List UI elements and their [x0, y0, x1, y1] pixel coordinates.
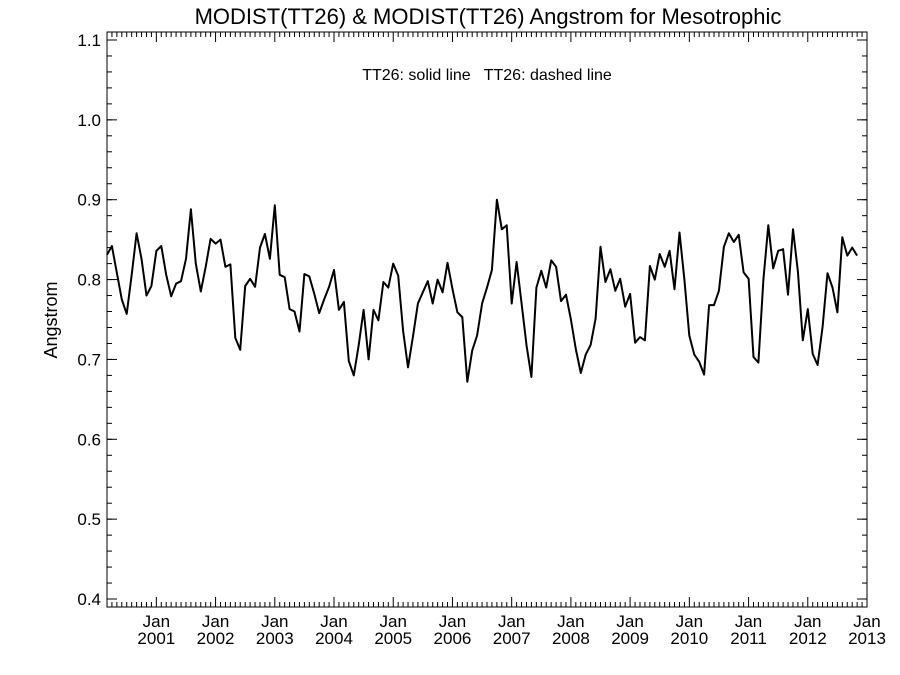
x-tick-label-month: Jan — [557, 612, 584, 631]
y-tick-label: 1.0 — [77, 111, 101, 130]
x-tick-label-year: 2003 — [256, 629, 294, 648]
x-tick-label-year: 2001 — [137, 629, 175, 648]
x-tick-label-year: 2012 — [789, 629, 827, 648]
x-tick-label-month: Jan — [794, 612, 821, 631]
y-tick-label: 0.6 — [77, 430, 101, 449]
chart-title: MODIST(TT26) & MODIST(TT26) Angstrom for… — [195, 4, 782, 29]
x-axis: Jan2001Jan2002Jan2003Jan2004Jan2005Jan20… — [106, 32, 886, 648]
x-tick-label-year: 2009 — [611, 629, 649, 648]
x-tick-label-year: 2004 — [315, 629, 353, 648]
x-tick-label-year: 2010 — [670, 629, 708, 648]
y-tick-label: 0.8 — [77, 271, 101, 290]
y-axis-label: Angstrom — [41, 281, 61, 358]
x-tick-label-month: Jan — [498, 612, 525, 631]
x-tick-label-month: Jan — [143, 612, 170, 631]
y-axis: 0.4 0.5 0.6 0.7 0.8 0.9 1.0 1.1 — [77, 31, 867, 609]
y-tick-label: 1.1 — [77, 31, 101, 50]
x-tick-label-month: Jan — [735, 612, 762, 631]
x-tick-label-year: 2002 — [197, 629, 235, 648]
x-tick-label-month: Jan — [380, 612, 407, 631]
x-tick-label-month: Jan — [676, 612, 703, 631]
x-tick-label-year: 2013 — [848, 629, 886, 648]
y-tick-label: 0.4 — [77, 590, 101, 609]
x-tick-label-year: 2006 — [434, 629, 472, 648]
series-line-solid — [106, 198, 858, 383]
x-tick-label-year: 2008 — [552, 629, 590, 648]
plot-series — [106, 198, 858, 383]
x-tick-label-year: 2005 — [374, 629, 412, 648]
x-tick-label-month: Jan — [261, 612, 288, 631]
x-tick-label-month: Jan — [439, 612, 466, 631]
y-tick-label: 0.5 — [77, 510, 101, 529]
x-tick-label-month: Jan — [202, 612, 229, 631]
x-tick-label-year: 2007 — [493, 629, 531, 648]
plot-frame — [106, 31, 868, 608]
x-tick-label-year: 2011 — [730, 629, 767, 648]
x-tick-label-month: Jan — [853, 612, 880, 631]
chart-annotation: TT26: solid line TT26: dashed line — [362, 67, 612, 84]
y-tick-label: 0.9 — [77, 191, 101, 210]
x-tick-label-month: Jan — [616, 612, 643, 631]
x-tick-label-month: Jan — [320, 612, 347, 631]
y-tick-label: 0.7 — [77, 350, 101, 369]
